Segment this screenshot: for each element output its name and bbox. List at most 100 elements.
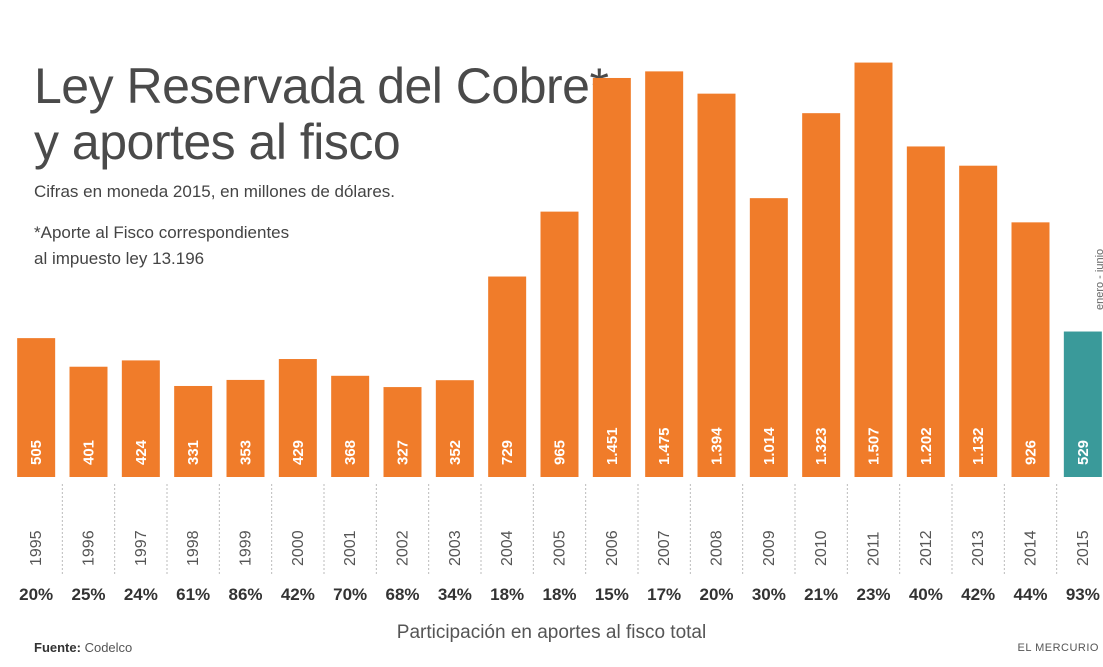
participation-1997: 24% — [124, 585, 158, 604]
year-label-2011: 2011 — [866, 531, 883, 566]
participation-1999: 86% — [228, 585, 262, 604]
bar-2005 — [540, 211, 579, 477]
participation-2009: 30% — [752, 585, 786, 604]
participation-2012: 40% — [909, 585, 943, 604]
year-label-2015: 2015 — [1075, 530, 1092, 566]
bar-value-label-1995: 505 — [28, 440, 45, 465]
year-label-2013: 2013 — [970, 530, 987, 566]
bar-2009 — [749, 198, 788, 477]
year-label-2007: 2007 — [656, 530, 673, 566]
publisher-brand: EL MERCURIO — [1017, 642, 1099, 654]
year-label-2010: 2010 — [813, 530, 830, 566]
bar-2002 — [383, 387, 422, 477]
bar-value-label-2005: 965 — [552, 440, 569, 465]
participation-2002: 68% — [385, 585, 419, 604]
bar-1996 — [69, 366, 108, 477]
participation-2000: 42% — [281, 585, 315, 604]
year-label-1999: 1999 — [238, 530, 255, 566]
participation-2007: 17% — [647, 585, 681, 604]
bar-value-label-1996: 401 — [81, 440, 98, 465]
bar-value-label-2004: 729 — [499, 440, 516, 465]
year-label-1997: 1997 — [133, 530, 150, 566]
participation-2008: 20% — [699, 585, 733, 604]
bar-value-label-2000: 429 — [290, 440, 307, 465]
source-name: Codelco — [84, 640, 133, 655]
bar-value-label-2002: 327 — [395, 440, 412, 465]
participation-1996: 25% — [71, 585, 105, 604]
bar-value-label-2009: 1.014 — [761, 427, 778, 465]
chart-title: Ley Reservada del Cobre* y aportes al fi… — [34, 58, 609, 170]
participation-1998: 61% — [176, 585, 210, 604]
bar-1999 — [226, 379, 265, 477]
bar-2001 — [331, 375, 370, 477]
title-line-2: y aportes al fisco — [34, 114, 401, 170]
bar-value-label-2015: 529 — [1075, 440, 1092, 465]
bar-2015 — [1063, 331, 1102, 477]
bar-2004 — [488, 276, 527, 477]
participation-axis-title: Participación en aportes al fisco total — [396, 622, 707, 643]
bar-value-label-1998: 331 — [185, 440, 202, 465]
participation-2006: 15% — [595, 585, 629, 604]
year-label-2009: 2009 — [761, 530, 778, 566]
bar-1998 — [174, 385, 213, 477]
footnote-line-1: *Aporte al Fisco correspondientes — [34, 223, 290, 242]
bar-2000 — [278, 359, 317, 477]
bar-value-label-2013: 1.132 — [970, 427, 987, 465]
participation-2010: 21% — [804, 585, 838, 604]
participation-2005: 18% — [542, 585, 576, 604]
bar-value-label-2006: 1.451 — [604, 427, 621, 465]
participation-2013: 42% — [961, 585, 995, 604]
year-label-2006: 2006 — [604, 530, 621, 566]
bar-1997 — [121, 360, 160, 477]
footnote: *Aporte al Fisco correspondientes al imp… — [34, 220, 289, 272]
bar-2008 — [697, 93, 736, 478]
bars-layer: 505 401 424 331 353 429 368 327 352 729 965 1.451 1.… — [17, 62, 1102, 478]
footnote-line-2: al impuesto ley 13.196 — [34, 249, 205, 268]
year-label-1995: 1995 — [28, 530, 45, 566]
participation-2004: 18% — [490, 585, 524, 604]
source-credit: Fuente: Codelco — [34, 640, 132, 655]
year-label-2004: 2004 — [499, 530, 516, 566]
year-label-2008: 2008 — [709, 530, 726, 566]
bar-value-label-2008: 1.394 — [709, 427, 726, 465]
year-label-2003: 2003 — [447, 530, 464, 566]
bar-2003 — [435, 380, 474, 477]
year-label-1998: 1998 — [185, 530, 202, 566]
bar-value-label-2014: 926 — [1023, 440, 1040, 465]
bar-2012 — [906, 146, 945, 477]
category-dividers — [61, 484, 1058, 576]
bar-value-label-2010: 1.323 — [813, 427, 830, 465]
bar-value-label-2011: 1.507 — [866, 427, 883, 465]
participation-2003: 34% — [438, 585, 472, 604]
bar-2011 — [854, 62, 893, 477]
participation-2011: 23% — [856, 585, 890, 604]
title-line-1: Ley Reservada del Cobre* — [34, 58, 609, 114]
bar-2013 — [959, 165, 998, 477]
year-label-2014: 2014 — [1023, 530, 1040, 566]
bar-value-label-2012: 1.202 — [918, 427, 935, 465]
year-label-2002: 2002 — [395, 530, 412, 566]
year-label-1996: 1996 — [81, 530, 98, 566]
participation-row: 20% 25% 24% 61% 86% 42% 70% 68% 34% 18% 18% 15% 17% 2… — [19, 585, 1100, 604]
bar-value-label-2001: 368 — [342, 440, 359, 465]
bar-2014 — [1011, 222, 1050, 477]
participation-1995: 20% — [19, 585, 53, 604]
bar-2010 — [802, 113, 841, 478]
period-note: enero - junio — [1094, 249, 1103, 310]
participation-2001: 70% — [333, 585, 367, 604]
participation-2014: 44% — [1013, 585, 1047, 604]
chart-subtitle: Cifras en moneda 2015, en millones de dó… — [34, 182, 395, 201]
year-label-2012: 2012 — [918, 530, 935, 566]
participation-2015: 93% — [1066, 585, 1100, 604]
bar-value-label-2003: 352 — [447, 440, 464, 465]
source-label: Fuente: — [34, 640, 81, 655]
bar-2007 — [645, 71, 684, 477]
year-label-2000: 2000 — [290, 530, 307, 566]
year-label-2005: 2005 — [552, 530, 569, 566]
bar-1995 — [17, 338, 56, 477]
bar-value-label-1999: 353 — [238, 440, 255, 465]
bar-value-label-2007: 1.475 — [656, 427, 673, 465]
year-axis: 1995 1996 1997 1998 1999 2000 2001 2002 2003 2004… — [28, 530, 1092, 566]
bar-2006 — [592, 77, 631, 477]
